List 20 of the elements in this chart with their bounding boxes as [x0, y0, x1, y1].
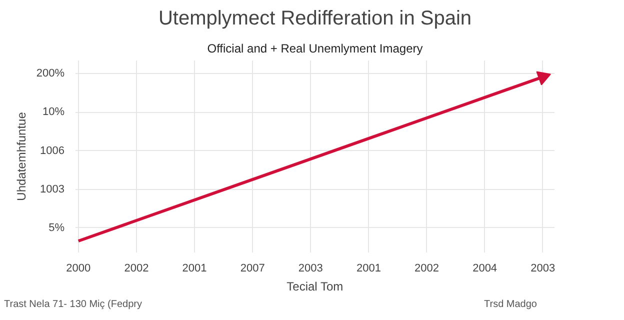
x-tick-label: 2003: [530, 262, 556, 274]
text: Trast Nela 71- 130 Miç (Fedpry: [4, 298, 142, 312]
x-tick-label: 2004: [472, 262, 498, 274]
x-tick-label: 2001: [182, 262, 207, 274]
x-tick-label: 2007: [240, 262, 265, 274]
text: Trsd Madgo: [484, 298, 537, 312]
x-tick-label: 2002: [414, 262, 440, 274]
y-axis-title: Uhdatemhfuntue: [14, 112, 28, 201]
x-tick-label: 2000: [66, 262, 91, 274]
text: 1003: [40, 183, 65, 196]
x-tick-label: 2001: [356, 262, 381, 274]
text: 1006: [40, 144, 65, 157]
x-tick-label: 2002: [124, 262, 149, 274]
text: 5%: [48, 222, 65, 234]
text: 10%: [42, 106, 65, 118]
chart-title: Utemplymect Redifferation in Spain: [158, 8, 472, 30]
x-tick-label: 2003: [298, 262, 323, 274]
x-axis-title: Tecial Tom: [286, 280, 344, 294]
text: 200%: [36, 68, 65, 80]
chart-subtitle: Official and + Real Unemlyment Imagery: [207, 42, 423, 56]
